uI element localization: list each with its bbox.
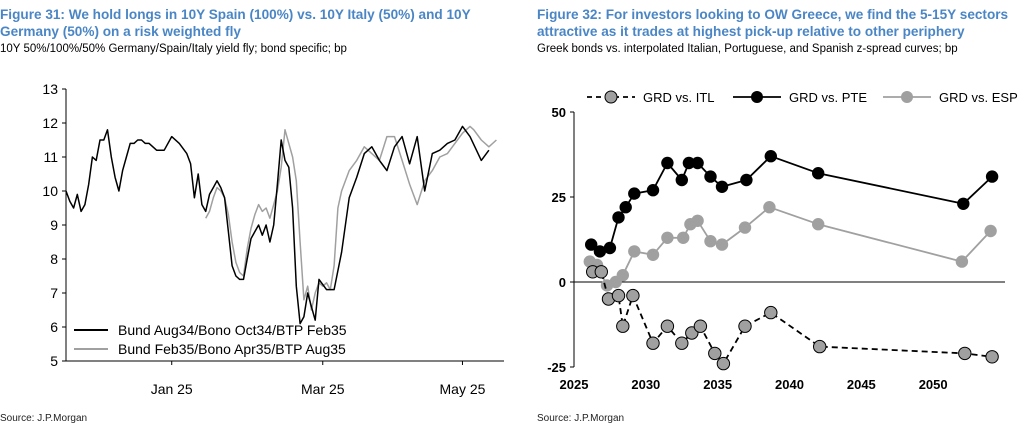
y-tick-label: 8 [50,251,58,267]
data-point-1 [958,346,972,361]
legend-label-2: Bund Feb35/Bono Apr35/BTP Aug35 [118,341,346,357]
data-point-3 [691,214,704,227]
data-point-1 [716,356,731,371]
data-point-2 [646,184,660,197]
data-point-1 [594,265,609,279]
y-tick-label: -25 [547,360,566,375]
figure-31-subtitle: 10Y 50%/100%/50% Germany/Spain/Italy yie… [0,43,347,55]
data-point-2 [704,170,717,183]
figure-32-panel: Figure 32: For investors looking to OW G… [537,0,1024,429]
x-tick-label: Jan 25 [151,381,193,397]
figure-31-title: Figure 31: We hold longs in 10Y Spain (1… [0,7,471,39]
data-point-1 [985,350,999,364]
x-tick-label: Mar 25 [301,381,345,397]
y-tick-label: 0 [559,275,566,290]
series-line-3 [589,206,992,287]
legend-marker-2 [751,91,763,103]
data-point-3 [677,231,690,244]
y-tick-label: 9 [50,217,58,233]
figure-31-source: Source: J.P.Morgan [0,413,88,424]
data-point-2 [603,241,617,255]
data-point-2 [957,197,970,210]
data-point-1 [708,346,722,361]
y-tick-label: 10 [42,183,58,199]
data-point-2 [628,187,641,200]
data-point-1 [764,305,778,320]
data-point-3 [715,238,729,251]
legend-label-2: GRD vs. PTE [789,90,867,105]
y-tick-label: 25 [552,190,566,205]
figure-31-chart: 5 6 7 8 9 10 11 12 13 Jan 25 Mar 25 May 25 Bund Aug3… [42,81,504,397]
data-point-3 [704,235,717,248]
figure-32-title: Figure 32: For investors looking to OW G… [537,7,1009,39]
x-tick-label: 2040 [775,377,804,392]
y-tick-label: 5 [50,353,58,369]
y-tick-label: 11 [43,149,58,165]
data-point-3 [955,255,969,268]
data-point-3 [628,245,641,258]
data-point-1 [626,288,640,303]
data-point-2 [585,238,598,251]
data-point-3 [616,269,629,282]
figure-31-panel: Figure 31: We hold longs in 10Y Spain (1… [0,7,504,424]
figure-32-subtitle: Greek bonds vs. interpolated Italian, Po… [537,43,958,55]
series-line-2 [590,155,993,253]
x-tick-label: May 25 [440,381,486,397]
data-point-2 [675,173,688,187]
x-tick-label: 2030 [631,377,660,392]
data-point-1 [813,339,827,354]
data-point-2 [691,156,704,170]
data-point-3 [763,201,776,214]
legend-marker-3 [901,91,913,103]
data-point-1 [611,288,626,303]
data-point-1 [660,319,675,333]
x-tick-label: 2025 [560,377,589,392]
legend-label-1: GRD vs. ITL [643,90,715,105]
figure-32-source: Source: J.P.Morgan [537,413,625,424]
legend-marker-1 [604,90,618,104]
figure-32-chart: 50 25 0 -25 2025 2030 2035 2040 2045 2050 GRD vs. … [547,90,1018,392]
y-tick-label: 6 [50,319,58,335]
legend-label-3: GRD vs. ESP [939,90,1018,105]
data-point-2 [661,156,674,170]
x-tick-label: 2050 [919,377,948,392]
data-point-2 [985,170,999,183]
x-tick-label: 2035 [703,377,732,392]
data-point-1 [616,319,630,333]
data-point-1 [738,319,752,333]
series-line-2 [205,125,497,311]
data-point-2 [812,167,825,180]
y-tick-label: 7 [50,285,58,301]
y-tick-label: 12 [42,115,58,131]
y-tick-label: 50 [552,105,566,120]
data-point-3 [812,218,825,231]
data-point-2 [715,180,729,193]
y-tick-label: 13 [42,81,58,97]
x-tick-label: 2045 [847,377,876,392]
data-point-2 [612,211,625,224]
data-point-2 [740,173,753,187]
data-point-2 [593,245,607,258]
data-point-1 [693,319,708,333]
data-point-2 [764,150,777,163]
data-point-3 [984,224,997,238]
data-point-3 [738,221,752,234]
series-line-1 [65,125,490,325]
data-point-1 [646,336,660,350]
data-point-3 [661,231,674,244]
legend-label-1: Bund Aug34/Bono Oct34/BTP Feb35 [118,322,347,338]
data-point-2 [682,156,696,170]
data-point-1 [675,336,689,350]
data-point-3 [646,248,660,261]
data-point-2 [619,201,632,214]
